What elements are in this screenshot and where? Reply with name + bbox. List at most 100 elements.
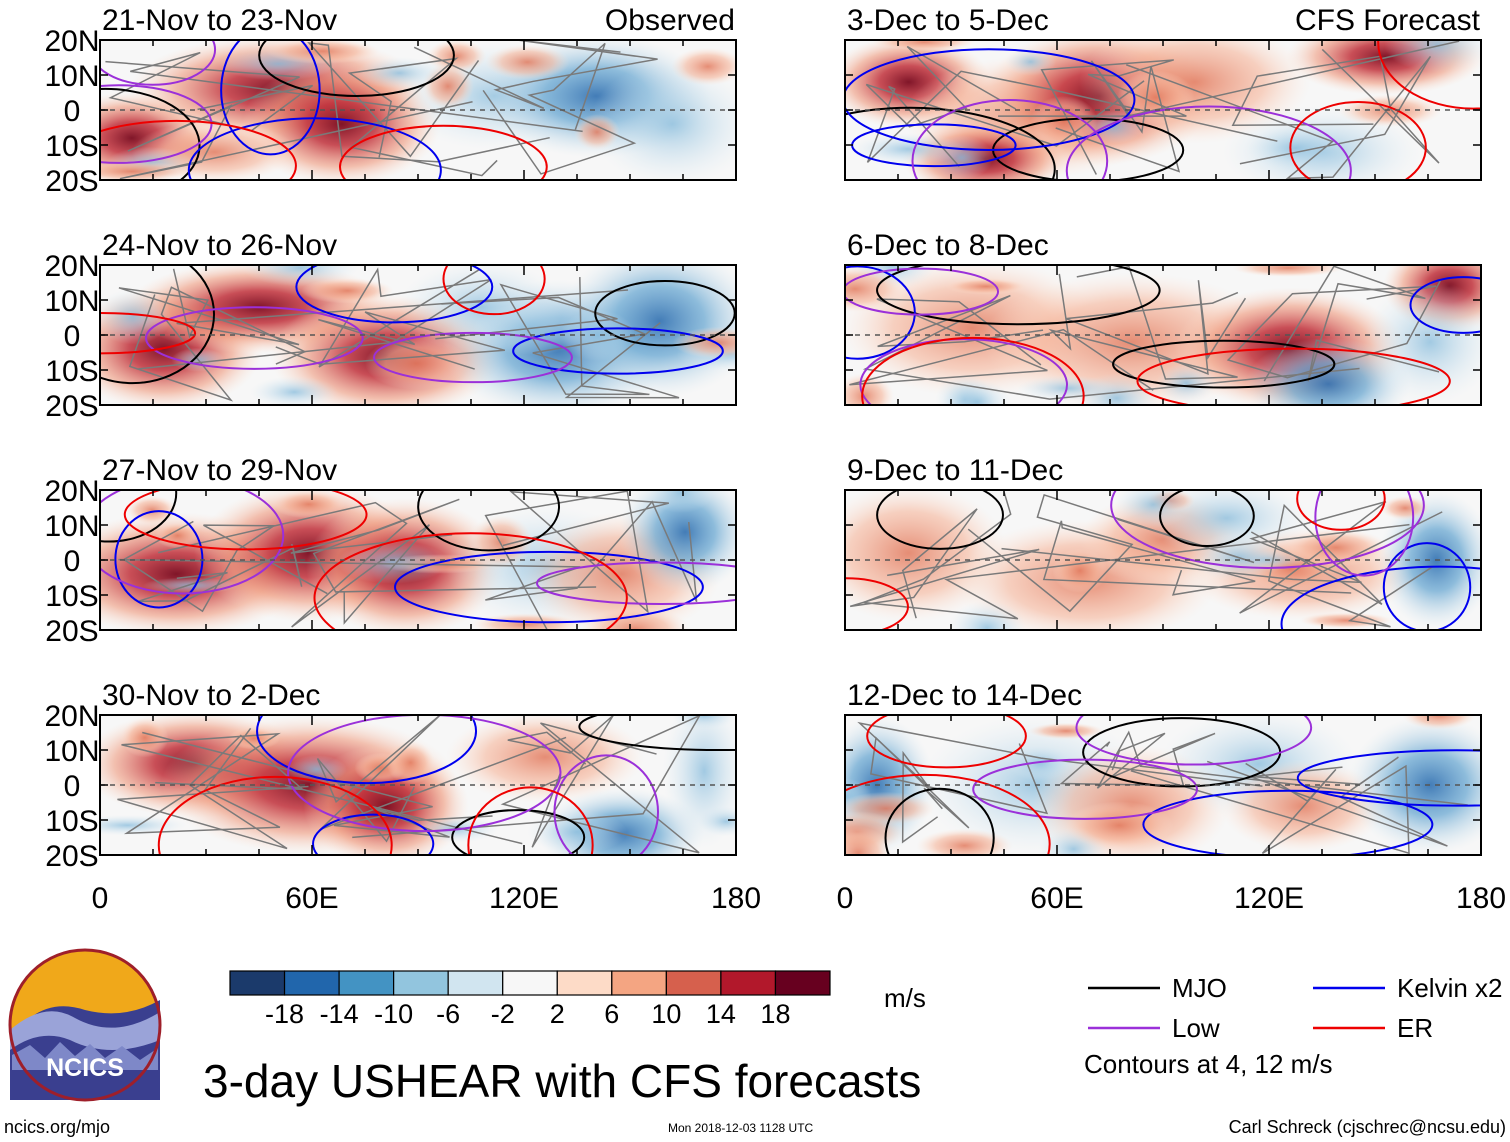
coastline xyxy=(1125,55,1432,180)
y-tick-label: 20S xyxy=(45,840,98,873)
contour-line xyxy=(845,773,1051,855)
anomaly-speckle xyxy=(472,303,590,355)
coastline xyxy=(1042,520,1352,596)
coastline xyxy=(482,42,637,175)
contour-legend: MJO Kelvin x2 Low ER xyxy=(1088,973,1503,1043)
author-credit: Carl Schreck (cjschrec@ncsu.edu) xyxy=(1229,1117,1506,1137)
anomaly-blob xyxy=(1363,280,1481,404)
colorbar-swatch xyxy=(283,970,340,996)
contour-line xyxy=(123,490,368,551)
panel: 9-Dec to 11-Dec xyxy=(844,454,1482,631)
shading xyxy=(100,715,736,855)
anomaly-speckle xyxy=(1005,47,1057,76)
contour-line xyxy=(845,106,1056,180)
contour-line xyxy=(1136,347,1451,405)
panel-title: 6-Dec to 8-Dec xyxy=(847,229,1049,262)
colorbar-swatch xyxy=(665,970,722,996)
y-tick-label: 10N xyxy=(44,510,99,543)
coastline xyxy=(484,490,669,630)
panel: 12-Dec to 14-Dec 0 60E 120E 180 xyxy=(837,679,1506,915)
column-label: CFS Forecast xyxy=(1295,4,1481,37)
shading xyxy=(100,265,736,405)
y-tick-label: 20N xyxy=(44,250,99,283)
anomaly-speckle xyxy=(945,278,1027,295)
coastline xyxy=(1065,280,1247,375)
anomaly-speckle xyxy=(671,47,736,86)
colorbar-swatch xyxy=(447,970,504,996)
colorbar-tick-label: 10 xyxy=(651,999,681,1029)
anomaly-speckle xyxy=(355,57,444,90)
x-tick-label: 180 xyxy=(711,882,761,915)
contour-line xyxy=(594,280,736,347)
anomaly-speckle xyxy=(100,288,172,345)
panel-title: 9-Dec to 11-Dec xyxy=(847,454,1063,487)
anomaly-speckle xyxy=(484,44,570,80)
anomaly-speckle xyxy=(1156,363,1217,403)
contour-line xyxy=(145,306,364,370)
x-tick-label: 120E xyxy=(1234,882,1304,915)
coastline xyxy=(307,41,550,163)
coastline xyxy=(1130,762,1410,855)
colorbar: -18 -14 -10 -6 -2 2 6 10 14 18 xyxy=(229,970,831,1029)
contour-line xyxy=(972,758,1199,820)
coastline xyxy=(507,715,614,848)
anomaly-speckle xyxy=(301,278,394,304)
anomaly-speckle xyxy=(1232,265,1344,277)
contour-line xyxy=(100,87,201,180)
anomaly-speckle xyxy=(672,326,736,359)
colorbar-tick-label: 14 xyxy=(706,999,736,1029)
panel: 3-Dec to 5-Dec CFS Forecast xyxy=(844,4,1482,181)
legend-label: Kelvin x2 xyxy=(1397,973,1503,1003)
contour-line xyxy=(451,809,586,855)
anomaly-speckle xyxy=(916,828,1013,855)
coastline xyxy=(352,715,701,854)
coastline xyxy=(128,286,307,402)
contour-line xyxy=(845,48,1136,151)
figure-title: 3-day USHEAR with CFS forecasts xyxy=(203,1055,921,1107)
anomaly-speckle xyxy=(671,715,736,730)
anomaly-speckle xyxy=(942,379,1012,405)
y-tick-label: 0 xyxy=(64,95,81,128)
contour-line xyxy=(394,550,704,624)
contour-line xyxy=(157,775,393,855)
contour-line xyxy=(100,84,213,164)
y-tick-label: 20N xyxy=(44,25,99,58)
anomaly-speckle xyxy=(1299,612,1393,629)
shading xyxy=(845,40,1481,180)
anomaly-speckle xyxy=(1064,801,1174,850)
anomaly-speckle xyxy=(155,522,200,549)
timestamp: Mon 2018-12-03 1128 UTC xyxy=(668,1121,814,1135)
colorbar-swatch xyxy=(774,970,831,996)
x-tick-label: 120E xyxy=(489,882,559,915)
y-tick-label: 0 xyxy=(64,545,81,578)
contour-line xyxy=(287,715,562,833)
colorbar-tick-label: 6 xyxy=(604,999,619,1029)
coastline xyxy=(118,268,629,346)
anomaly-speckle xyxy=(573,114,620,151)
panel-title: 27-Nov to 29-Nov xyxy=(102,454,337,487)
contour-line xyxy=(845,267,1000,316)
anomaly-speckle xyxy=(1030,95,1098,147)
coastline xyxy=(1250,503,1434,628)
contour-line xyxy=(1142,789,1434,855)
contour-line xyxy=(876,265,1161,326)
ncics-logo: NCICS xyxy=(8,948,162,1102)
site-link[interactable]: ncics.org/mjo xyxy=(4,1117,110,1137)
contour-line xyxy=(845,577,909,630)
coastline xyxy=(1096,730,1468,806)
x-tick-label: 0 xyxy=(92,882,109,915)
panel-title: 3-Dec to 5-Dec xyxy=(847,4,1049,37)
colorbar-tick-label: -6 xyxy=(436,999,460,1029)
x-tick-label: 60E xyxy=(1030,882,1083,915)
anomaly-speckle xyxy=(1402,715,1476,730)
y-tick-label: 10S xyxy=(45,355,98,388)
anomaly-speckle xyxy=(100,814,188,836)
y-tick-label: 20N xyxy=(44,700,99,733)
y-tick-label: 10S xyxy=(45,580,98,613)
coastline xyxy=(347,57,498,177)
contour-line xyxy=(1314,490,1415,577)
legend-label: MJO xyxy=(1172,973,1227,1003)
